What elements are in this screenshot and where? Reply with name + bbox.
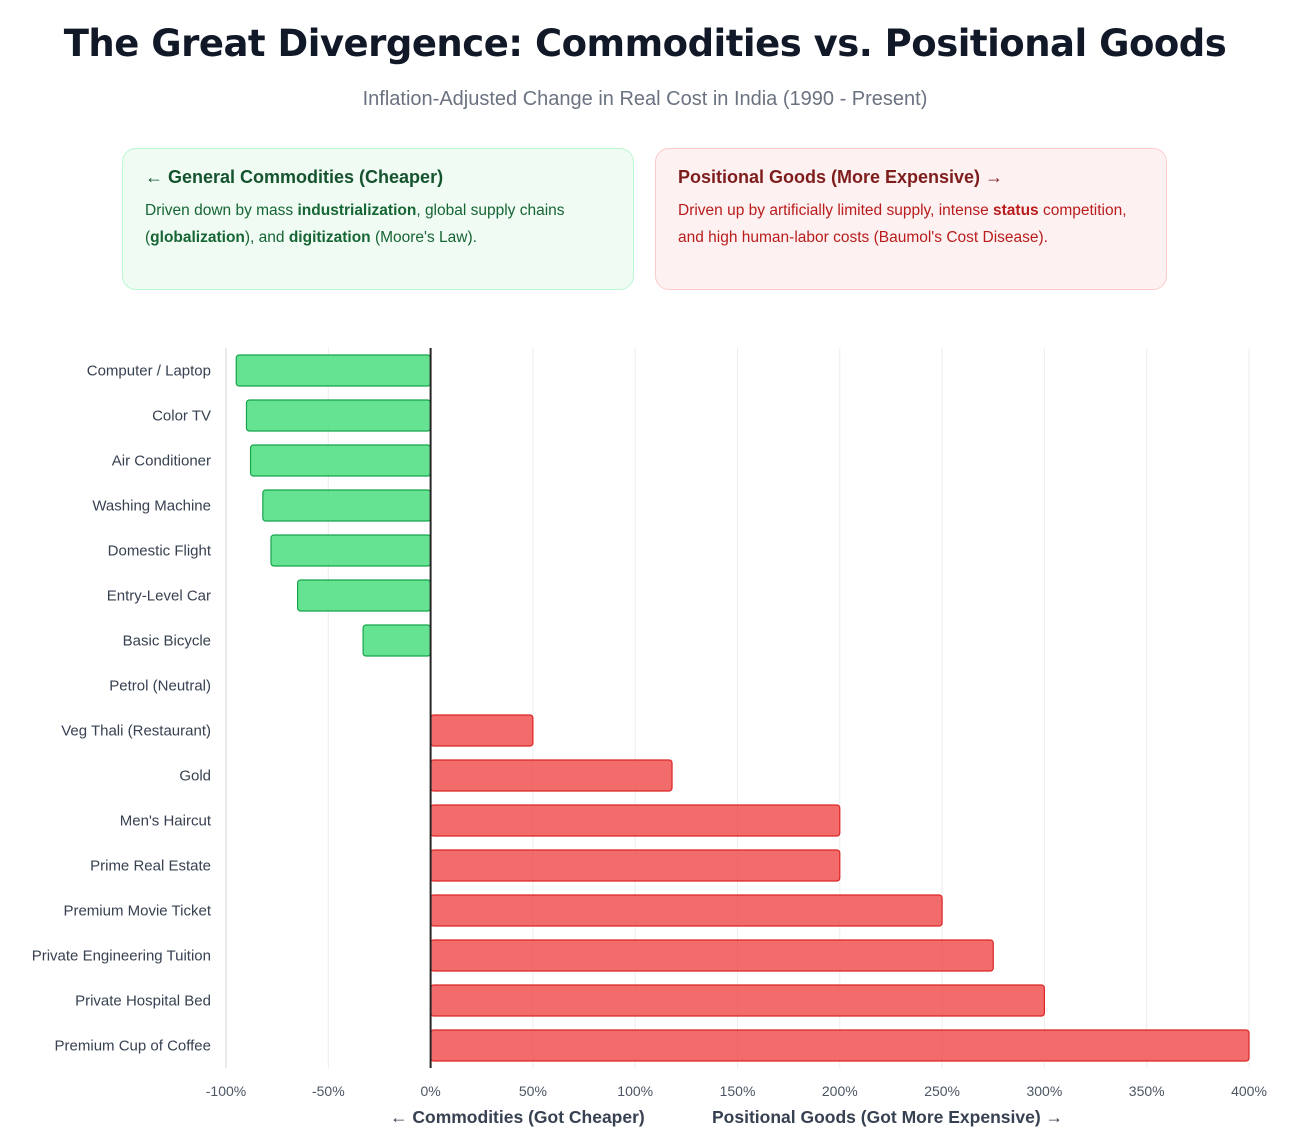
commodities-card-title: ← General Commodities (Cheaper) <box>145 167 444 187</box>
x-tick-label: 250% <box>924 1083 960 1099</box>
category-label: Veg Thali (Restaurant) <box>61 723 211 740</box>
bar-commodity[interactable] <box>270 534 432 567</box>
x-tick-label: 100% <box>617 1083 653 1099</box>
x-tick-label: 150% <box>720 1083 756 1099</box>
x-tick-label: 0% <box>420 1083 440 1099</box>
category-label: Private Hospital Bed <box>75 993 211 1010</box>
category-labels: Computer / Laptop Color TV Air Conditioner… <box>32 363 212 1055</box>
bar-commodity[interactable] <box>249 444 432 477</box>
bar-positional[interactable] <box>430 804 841 837</box>
bar-commodity[interactable] <box>235 354 432 387</box>
category-label: Washing Machine <box>92 498 211 515</box>
x-tick-label: 200% <box>822 1083 858 1099</box>
x-tick-label: -50% <box>312 1083 345 1099</box>
bar-commodity[interactable] <box>262 489 432 522</box>
positional-card-text: Driven up by artificially limited supply… <box>678 202 1127 246</box>
chart-title: The Great Divergence: Commodities vs. Po… <box>63 22 1227 65</box>
category-label: Gold <box>179 768 211 785</box>
x-tick-label: 350% <box>1129 1083 1165 1099</box>
bar-positional[interactable] <box>430 1029 1250 1062</box>
bar-positional[interactable] <box>430 714 534 747</box>
x-tick-label: 300% <box>1026 1083 1062 1099</box>
bar-positional[interactable] <box>430 759 673 792</box>
bar-commodity[interactable] <box>362 624 432 657</box>
x-tick-label: -100% <box>206 1083 246 1099</box>
category-label: Computer / Laptop <box>87 363 211 380</box>
category-label: Air Conditioner <box>112 453 211 470</box>
positional-info-card: Positional Goods (More Expensive) → Driv… <box>655 148 1167 290</box>
tick-labels: -100% -50% 0% 50% 100% 150% 200% 250% 300% 350% 40… <box>206 1083 1267 1099</box>
category-label: Prime Real Estate <box>90 858 211 875</box>
positional-card-title: Positional Goods (More Expensive) → <box>678 167 1004 187</box>
category-label: Men's Haircut <box>120 813 212 830</box>
x-tick-label: 50% <box>519 1083 547 1099</box>
bar-positional[interactable] <box>430 984 1045 1017</box>
bar-chart: Computer / Laptop Color TV Air Conditioner… <box>32 348 1267 1099</box>
bar-positional[interactable] <box>430 939 994 972</box>
bars <box>235 348 1250 1068</box>
bar-positional[interactable] <box>430 894 943 927</box>
category-label: Domestic Flight <box>108 543 212 560</box>
bar-commodity[interactable] <box>245 399 432 432</box>
category-label: Premium Cup of Coffee <box>55 1038 211 1055</box>
category-label: Basic Bicycle <box>123 633 211 650</box>
category-label: Private Engineering Tuition <box>32 948 211 965</box>
category-label: Petrol (Neutral) <box>109 678 211 695</box>
bar-commodity[interactable] <box>297 579 432 612</box>
commodities-card-text: Driven down by mass industrialization, g… <box>145 202 565 246</box>
x-axis-title-right: Positional Goods (Got More Expensive) → <box>712 1107 1064 1127</box>
category-label: Premium Movie Ticket <box>63 903 211 920</box>
category-label: Entry-Level Car <box>107 588 211 605</box>
x-axis-title-left: ← Commodities (Got Cheaper) <box>390 1107 645 1127</box>
commodities-info-card: ← General Commodities (Cheaper) Driven d… <box>122 148 634 290</box>
x-tick-label: 400% <box>1231 1083 1267 1099</box>
category-label: Color TV <box>152 408 211 425</box>
bar-positional[interactable] <box>430 849 841 882</box>
chart-subtitle: Inflation-Adjusted Change in Real Cost i… <box>362 88 928 110</box>
